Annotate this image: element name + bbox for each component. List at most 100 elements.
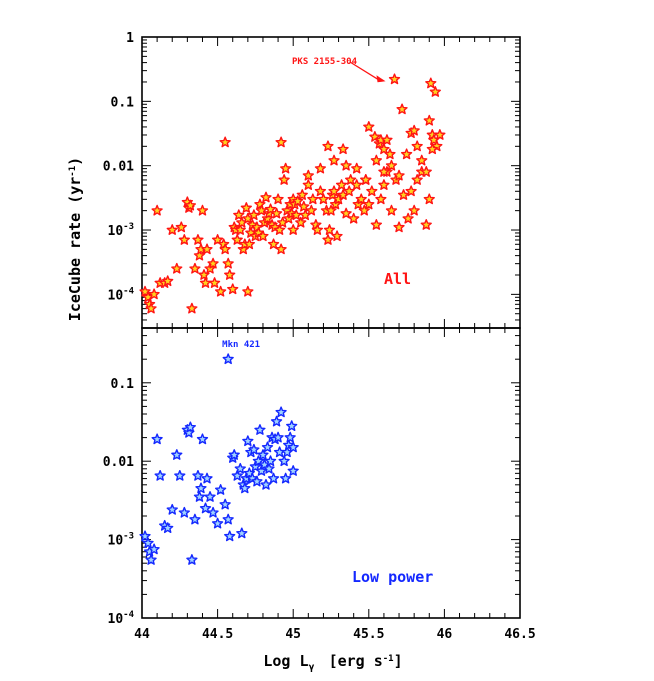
data-point <box>199 502 212 514</box>
data-point <box>363 198 375 210</box>
data-point <box>323 224 336 235</box>
data-point <box>400 148 413 160</box>
y-tick-label-main: 10 <box>108 612 124 627</box>
y-tick-label-sup: -4 <box>123 610 134 620</box>
data-point <box>322 234 334 245</box>
data-point <box>228 449 240 460</box>
data-point <box>192 469 204 481</box>
annotation-pks-2155-304: PKS 2155-304 <box>292 57 358 67</box>
data-point <box>243 467 255 479</box>
data-point <box>193 249 206 261</box>
tick-marks-top <box>141 36 521 329</box>
data-point <box>207 257 219 269</box>
data-point <box>139 530 151 542</box>
data-point <box>233 209 245 221</box>
x-axis-title-sup: -1 <box>383 654 394 664</box>
data-point <box>211 234 224 245</box>
y-axis-title: IceCube rate (yr-1) <box>66 157 84 321</box>
data-point <box>257 230 269 242</box>
y-axis-title-close: ) <box>66 157 84 166</box>
data-point <box>222 257 234 269</box>
data-point <box>273 224 286 235</box>
data-point <box>236 527 248 539</box>
data-point <box>166 503 178 515</box>
data-point <box>178 506 190 518</box>
data-point <box>263 462 275 474</box>
data-point <box>416 154 428 166</box>
data-point <box>298 200 310 212</box>
data-point <box>351 179 363 190</box>
data-point <box>162 275 174 287</box>
y-tick-label: 0.01 <box>103 455 134 470</box>
data-point <box>272 431 284 443</box>
data-point <box>385 204 398 216</box>
data-point <box>145 554 157 565</box>
data-point <box>370 154 383 166</box>
data-point <box>178 234 190 245</box>
data-point <box>279 162 292 174</box>
data-point <box>139 285 151 297</box>
data-point <box>292 195 304 207</box>
x-tick-label: 44 <box>134 627 150 642</box>
data-point <box>378 166 390 177</box>
data-point <box>201 472 213 484</box>
data-point <box>142 537 154 549</box>
x-tick-label: 45.5 <box>353 627 384 642</box>
data-point <box>270 207 283 219</box>
data-point <box>284 431 296 443</box>
data-point <box>184 421 197 433</box>
data-point <box>337 143 349 155</box>
data-point <box>275 136 287 148</box>
y-axis-title-sup: -1 <box>68 166 78 177</box>
x-tick-labels: 44 44.5 45 45.5 46 46.5 <box>134 627 535 642</box>
x-tick-label: 46 <box>437 627 453 642</box>
data-point <box>420 219 432 230</box>
y-tick-label: 10-4 <box>108 610 135 627</box>
data-point <box>227 283 239 295</box>
data-point <box>162 522 174 534</box>
data-point <box>255 465 268 476</box>
data-point <box>186 554 198 565</box>
data-point <box>240 202 252 213</box>
y-tick-label-sup: -3 <box>123 222 134 232</box>
data-point <box>348 212 360 224</box>
data-point <box>302 179 314 190</box>
data-point <box>196 204 209 216</box>
data-point <box>151 204 163 216</box>
data-point <box>340 159 352 171</box>
data-point <box>151 433 163 445</box>
data-point <box>423 114 435 126</box>
data-point <box>385 159 398 171</box>
data-point <box>434 129 446 140</box>
data-point <box>184 199 197 211</box>
data-point <box>193 491 206 502</box>
data-point <box>189 513 201 525</box>
data-point <box>295 216 307 228</box>
data-point <box>275 243 287 255</box>
y-tick-label-main: 0.1 <box>111 95 135 110</box>
tick-marks-bottom <box>141 327 521 619</box>
x-tick-label: 45 <box>285 627 301 642</box>
annotation-mkn-421: Mkn 421 <box>222 340 260 350</box>
data-point <box>405 185 417 197</box>
data-point <box>402 212 414 224</box>
data-point <box>397 189 410 200</box>
y-tick-label-main: 10 <box>108 288 124 303</box>
data-point <box>370 219 383 230</box>
data-point <box>264 203 277 215</box>
data-point <box>222 353 234 365</box>
data-point <box>286 420 298 432</box>
data-point <box>393 169 405 181</box>
data-point <box>231 234 243 245</box>
data-point <box>154 469 166 481</box>
data-point <box>278 174 290 185</box>
panel-label-low-power: Low power <box>352 568 433 586</box>
data-point <box>423 193 435 205</box>
data-point <box>307 193 319 205</box>
y-tick-label-sup: -4 <box>123 286 134 296</box>
data-point <box>360 174 372 185</box>
data-point <box>219 243 231 255</box>
